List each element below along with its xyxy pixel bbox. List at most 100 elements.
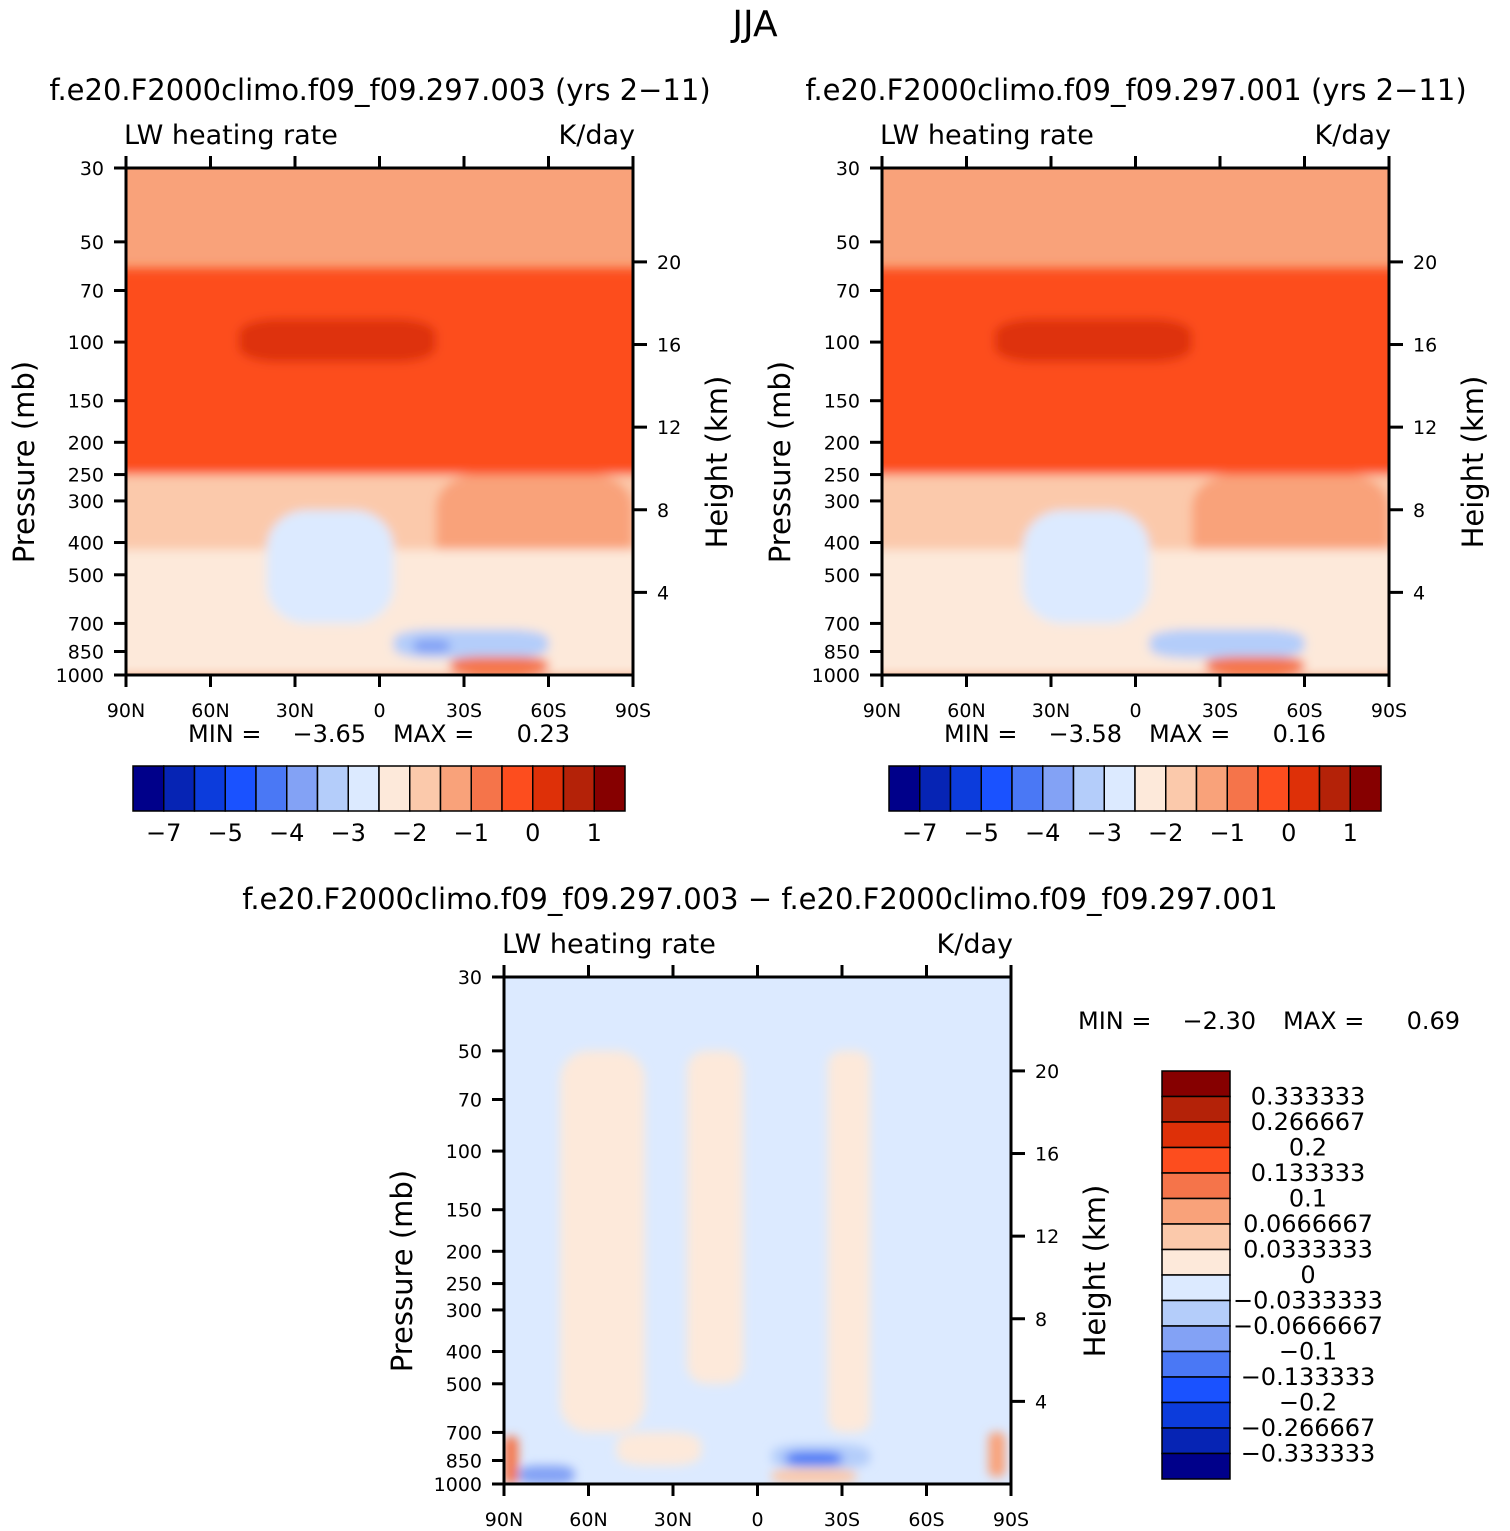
max-label: MAX = — [1149, 720, 1230, 748]
colorbar-swatch — [1161, 1427, 1231, 1455]
latitude-tick-label: 60S — [908, 1509, 944, 1531]
colorbar-label: −0.0666667 — [1233, 1312, 1383, 1340]
colorbar-label: −3 — [1087, 819, 1122, 847]
colorbar-swatch — [1161, 1223, 1231, 1251]
colorbar-swatch — [949, 765, 982, 812]
latitude-tick-label: 0 — [373, 700, 385, 722]
latitude-tick-label: 60N — [569, 1509, 607, 1531]
colorbar-label: −2 — [1148, 819, 1183, 847]
pressure-tick-label: 300 — [824, 491, 860, 513]
height-tick-label: 4 — [1035, 1391, 1047, 1413]
latitude-tick-label: 30S — [446, 700, 482, 722]
colorbar-label: −0.333333 — [1241, 1440, 1376, 1468]
colorbar-swatch — [1161, 1401, 1231, 1429]
colorbar-swatch — [163, 765, 196, 812]
pressure-tick-label: 1000 — [812, 665, 860, 687]
contour-region — [616, 1432, 702, 1466]
contour-region — [988, 1432, 1006, 1477]
colorbar-swatch — [1161, 1452, 1231, 1480]
max-label: MAX = — [1283, 1007, 1364, 1035]
height-axis-label: Height (km) — [1456, 376, 1490, 549]
pressure-tick-label: 50 — [836, 232, 860, 254]
height-tick-label: 16 — [657, 335, 681, 357]
colorbar-label: −2 — [392, 819, 427, 847]
panel-left-label: LW heating rate — [502, 929, 716, 960]
colorbar-label: 0.333333 — [1251, 1083, 1366, 1111]
contour-region — [504, 1436, 519, 1484]
min-value: −3.65 — [292, 720, 366, 748]
pressure-axis-label: Pressure (mb) — [385, 1170, 419, 1372]
height-tick-label: 8 — [657, 500, 669, 522]
colorbar-swatch — [501, 765, 534, 812]
panel-units-label: K/day — [937, 929, 1013, 960]
contour-region — [518, 1465, 575, 1484]
contour-region — [266, 510, 394, 624]
colorbar-label: −7 — [146, 819, 181, 847]
min-label: MIN = — [1078, 1007, 1151, 1035]
height-tick-label: 12 — [1413, 417, 1437, 439]
pressure-tick-label: 1000 — [434, 1474, 482, 1496]
colorbar-swatch — [378, 765, 411, 812]
min-value: −3.58 — [1048, 720, 1122, 748]
colorbar-swatch — [316, 765, 349, 812]
colorbar-swatch — [1161, 1146, 1231, 1174]
pressure-tick-label: 400 — [446, 1342, 482, 1364]
colorbar-swatch — [1072, 765, 1105, 812]
pressure-tick-label: 300 — [446, 1300, 482, 1322]
colorbar-label: −1 — [1210, 819, 1245, 847]
colorbar-swatch — [1134, 765, 1167, 812]
pressure-tick-label: 70 — [458, 1090, 482, 1112]
colorbar-swatch — [255, 765, 288, 812]
contour-region — [1177, 639, 1215, 654]
pressure-tick-label: 500 — [68, 565, 104, 587]
min-value: −2.30 — [1182, 1007, 1256, 1035]
contour-region — [827, 1050, 871, 1433]
pressure-tick-label: 850 — [824, 642, 860, 664]
pressure-tick-label: 250 — [68, 465, 104, 487]
pressure-tick-label: 100 — [824, 332, 860, 354]
colorbar-swatch — [1161, 1121, 1231, 1149]
min-label: MIN = — [188, 720, 261, 748]
pressure-tick-label: 700 — [68, 613, 104, 635]
contour-region — [882, 268, 1389, 475]
height-tick-label: 20 — [657, 252, 681, 274]
max-value: 0.16 — [1273, 720, 1326, 748]
pressure-tick-label: 250 — [824, 465, 860, 487]
colorbar-swatch — [532, 765, 565, 812]
pressure-axis-label: Pressure (mb) — [763, 361, 797, 563]
pressure-tick-label: 850 — [68, 642, 104, 664]
min-max-summary: MIN = −3.58 MAX = 0.16 — [944, 720, 1326, 748]
pressure-tick-label: 30 — [836, 158, 860, 180]
colorbar-label: 0.2 — [1289, 1134, 1327, 1162]
latitude-tick-label: 60N — [947, 700, 985, 722]
pressure-tick-label: 500 — [446, 1374, 482, 1396]
colorbar-label: −7 — [902, 819, 937, 847]
contour-region — [771, 1468, 857, 1484]
height-tick-label: 16 — [1413, 335, 1437, 357]
latitude-tick-label: 60S — [530, 700, 566, 722]
colorbar-swatch — [1161, 1350, 1231, 1378]
colorbar-label: 0 — [1281, 819, 1296, 847]
pressure-tick-label: 50 — [80, 232, 104, 254]
colorbar-swatch — [193, 765, 226, 812]
contour-field — [504, 977, 1011, 1484]
panel-units-label: K/day — [559, 120, 635, 151]
height-tick-label: 16 — [1035, 1144, 1059, 1166]
latitude-tick-label: 60N — [191, 700, 229, 722]
colorbar-label: −0.266667 — [1241, 1414, 1376, 1442]
colorbar-swatch — [1161, 1095, 1231, 1123]
latitude-tick-label: 90N — [863, 700, 901, 722]
contour-region — [785, 1451, 842, 1466]
colorbar-swatch — [919, 765, 952, 812]
pressure-tick-label: 200 — [446, 1241, 482, 1263]
colorbar-label: 0 — [525, 819, 540, 847]
height-tick-label: 20 — [1413, 252, 1437, 274]
height-tick-label: 4 — [1413, 582, 1425, 604]
colorbar-swatch — [1161, 1274, 1231, 1302]
panel-left-label: LW heating rate — [880, 120, 1094, 151]
height-axis: 20 16 12 8 4 Height (km) — [1389, 252, 1490, 604]
pressure-axis-label: Pressure (mb) — [7, 361, 41, 563]
pressure-tick-label: 250 — [446, 1274, 482, 1296]
contour-region — [449, 656, 549, 675]
